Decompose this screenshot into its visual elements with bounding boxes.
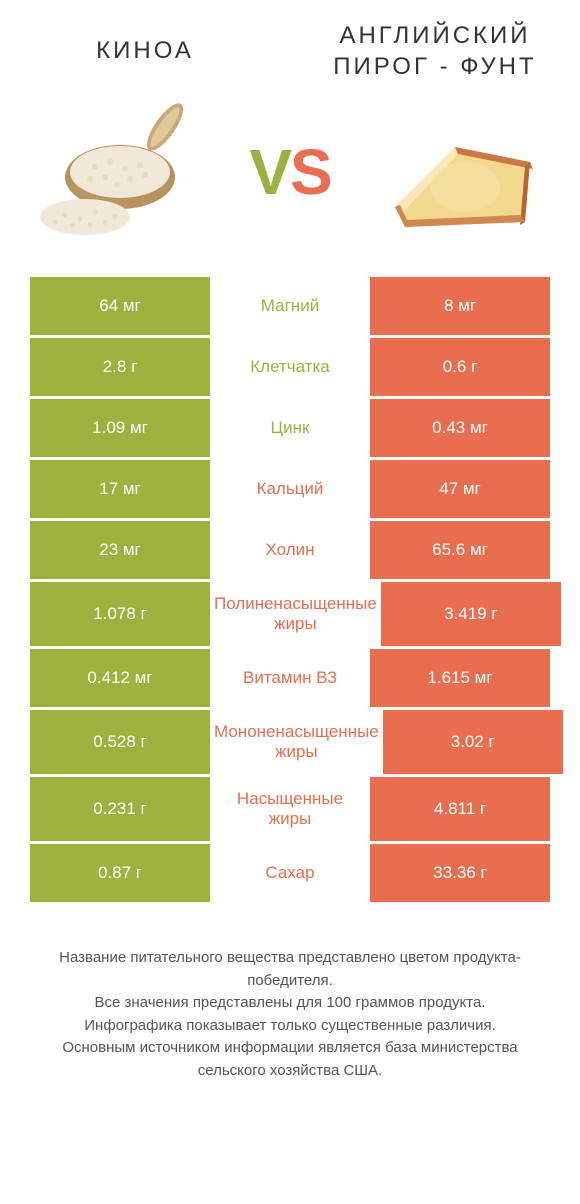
- left-value: 17 мг: [30, 460, 210, 518]
- left-value: 0.412 мг: [30, 649, 210, 707]
- nutrient-label: Холин: [210, 521, 370, 579]
- nutrient-label: Магний: [210, 277, 370, 335]
- left-value: 64 мг: [30, 277, 210, 335]
- right-product-image: [370, 92, 550, 252]
- nutrient-label: Витамин B3: [210, 649, 370, 707]
- right-value: 47 мг: [370, 460, 550, 518]
- comparison-table: 64 мгМагний8 мг2.8 гКлетчатка0.6 г1.09 м…: [30, 277, 550, 902]
- left-value: 23 мг: [30, 521, 210, 579]
- footer-line: Название питательного вещества представл…: [40, 947, 540, 992]
- table-row: 0.87 гСахар33.36 г: [30, 844, 550, 902]
- right-product-title: АНГЛИЙСКИЙ ПИРОГ - ФУНТ: [320, 20, 550, 82]
- right-value: 8 мг: [370, 277, 550, 335]
- infographic-container: КИНОА АНГЛИЙСКИЙ ПИРОГ - ФУНТ: [0, 0, 580, 1102]
- table-row: 23 мгХолин65.6 мг: [30, 521, 550, 579]
- nutrient-label: Клетчатка: [210, 338, 370, 396]
- footer-line: Основным источником информации является …: [40, 1037, 540, 1082]
- footer-line: Инфографика показывает только существенн…: [40, 1015, 540, 1038]
- left-value: 0.231 г: [30, 777, 210, 841]
- nutrient-label: Полиненасыщенные жиры: [210, 582, 381, 646]
- left-value: 1.078 г: [30, 582, 210, 646]
- right-value: 65.6 мг: [370, 521, 550, 579]
- left-value: 2.8 г: [30, 338, 210, 396]
- footer-line: Все значения представлены для 100 граммо…: [40, 992, 540, 1015]
- footer-notes: Название питательного вещества представл…: [30, 947, 550, 1082]
- left-value: 0.87 г: [30, 844, 210, 902]
- vs-label: VS: [249, 135, 330, 209]
- table-row: 1.09 мгЦинк0.43 мг: [30, 399, 550, 457]
- nutrient-label: Цинк: [210, 399, 370, 457]
- left-value: 1.09 мг: [30, 399, 210, 457]
- right-value: 3.02 г: [383, 710, 563, 774]
- table-row: 2.8 гКлетчатка0.6 г: [30, 338, 550, 396]
- table-row: 64 мгМагний8 мг: [30, 277, 550, 335]
- nutrient-label: Насыщенные жиры: [210, 777, 370, 841]
- right-value: 1.615 мг: [370, 649, 550, 707]
- right-value: 4.811 г: [370, 777, 550, 841]
- table-row: 17 мгКальций47 мг: [30, 460, 550, 518]
- vs-s: S: [290, 136, 331, 208]
- vs-v: V: [249, 136, 290, 208]
- left-product-image: [30, 92, 210, 252]
- right-value: 33.36 г: [370, 844, 550, 902]
- right-value: 0.43 мг: [370, 399, 550, 457]
- nutrient-label: Кальций: [210, 460, 370, 518]
- table-row: 0.412 мгВитамин B31.615 мг: [30, 649, 550, 707]
- left-value: 0.528 г: [30, 710, 210, 774]
- images-row: VS: [30, 92, 550, 252]
- table-row: 0.231 гНасыщенные жиры4.811 г: [30, 777, 550, 841]
- left-product-title: КИНОА: [30, 37, 260, 65]
- table-row: 1.078 гПолиненасыщенные жиры3.419 г: [30, 582, 550, 646]
- nutrient-label: Мононенасыщенные жиры: [210, 710, 383, 774]
- nutrient-label: Сахар: [210, 844, 370, 902]
- title-row: КИНОА АНГЛИЙСКИЙ ПИРОГ - ФУНТ: [30, 20, 550, 82]
- table-row: 0.528 гМононенасыщенные жиры3.02 г: [30, 710, 550, 774]
- right-value: 3.419 г: [381, 582, 561, 646]
- right-value: 0.6 г: [370, 338, 550, 396]
